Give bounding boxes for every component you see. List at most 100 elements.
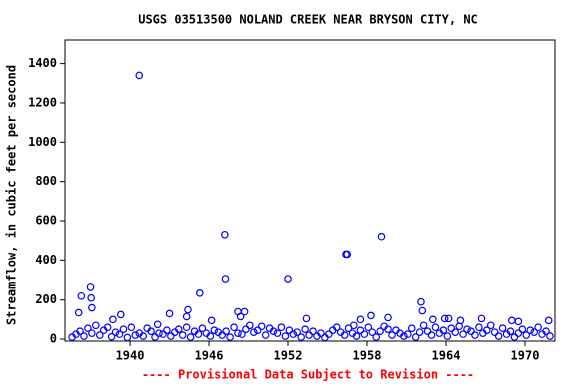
data-point — [546, 332, 554, 340]
data-point — [151, 333, 159, 341]
y-tick-label: 1400 — [28, 56, 57, 70]
data-point — [257, 322, 266, 331]
data-point — [429, 315, 437, 324]
data-point — [240, 307, 249, 316]
data-point — [510, 333, 519, 341]
data-point — [178, 331, 187, 339]
data-point — [218, 331, 226, 339]
data-point — [221, 230, 229, 239]
data-point — [317, 329, 325, 337]
y-tick-label: 800 — [35, 174, 57, 188]
data-point — [463, 325, 471, 333]
data-point — [340, 331, 349, 339]
data-point — [285, 326, 294, 334]
data-point — [103, 323, 112, 332]
data-point — [356, 315, 365, 324]
data-point — [269, 327, 278, 335]
data-point — [87, 293, 95, 302]
data-point — [534, 323, 542, 332]
data-point — [207, 316, 216, 325]
data-point — [88, 303, 96, 312]
data-point — [92, 321, 100, 330]
data-point — [343, 250, 352, 259]
data-point — [165, 309, 174, 318]
data-point — [483, 326, 491, 334]
data-point — [305, 331, 313, 339]
data-point — [447, 324, 456, 333]
data-point — [109, 315, 117, 324]
data-point — [277, 323, 286, 332]
data-point — [400, 332, 408, 340]
data-point — [344, 324, 353, 333]
data-point — [210, 326, 219, 334]
data-point — [508, 316, 516, 325]
y-tick-label: 0 — [50, 332, 57, 346]
data-point — [444, 314, 453, 323]
data-point — [301, 325, 309, 333]
data-point — [302, 314, 311, 323]
data-point — [163, 326, 171, 334]
data-point — [372, 333, 381, 341]
data-point — [542, 327, 550, 335]
data-point — [182, 312, 191, 321]
data-point — [131, 331, 140, 339]
data-point — [80, 332, 88, 340]
data-point — [135, 71, 144, 80]
y-tick-label: 400 — [35, 253, 57, 267]
data-point — [455, 322, 463, 331]
x-tick-label: 1940 — [116, 349, 145, 363]
data-point — [155, 329, 163, 337]
data-point — [494, 332, 503, 340]
data-point — [459, 330, 467, 338]
data-point — [443, 332, 452, 340]
data-point — [411, 333, 420, 341]
data-point — [77, 291, 86, 300]
data-point — [107, 332, 116, 341]
data-point — [490, 328, 499, 336]
footer-note: ---- Provisional Data Subject to Revisio… — [142, 368, 474, 382]
data-point — [236, 312, 245, 321]
data-point — [297, 333, 305, 341]
data-point — [221, 275, 230, 283]
data-point — [451, 328, 460, 336]
y-tick-label: 600 — [35, 213, 57, 227]
data-point — [332, 323, 341, 332]
data-point — [514, 317, 523, 326]
data-point — [184, 305, 192, 314]
data-point — [222, 327, 230, 335]
data-point — [384, 325, 392, 333]
data-point — [384, 313, 392, 322]
data-point — [153, 320, 162, 329]
data-point — [253, 326, 262, 334]
data-point — [377, 232, 386, 241]
data-point — [95, 331, 104, 339]
chart-title: USGS 03513500 NOLAND CREEK NEAR BRYSON C… — [138, 13, 478, 27]
data-point — [234, 329, 242, 337]
data-point — [471, 331, 479, 339]
data-point — [419, 321, 428, 330]
data-point — [368, 328, 377, 336]
data-point — [174, 325, 183, 333]
data-point — [88, 329, 96, 337]
data-point — [376, 327, 384, 335]
data-point — [123, 333, 132, 342]
data-point — [273, 329, 282, 337]
data-point — [284, 275, 292, 283]
y-axis-label: Streamflow, in cubic feet per second — [5, 65, 19, 325]
data-point — [530, 328, 538, 336]
data-point — [325, 330, 333, 338]
data-point — [289, 330, 298, 338]
data-point — [74, 308, 83, 317]
data-point — [198, 324, 207, 333]
x-tick-label: 1958 — [353, 349, 382, 363]
data-point — [498, 324, 507, 333]
y-tick-label: 200 — [35, 292, 57, 306]
data-point — [139, 332, 147, 340]
data-point — [467, 327, 475, 335]
data-point — [230, 323, 238, 332]
data-point — [167, 332, 175, 340]
data-point — [246, 321, 254, 330]
data-point — [514, 329, 523, 337]
